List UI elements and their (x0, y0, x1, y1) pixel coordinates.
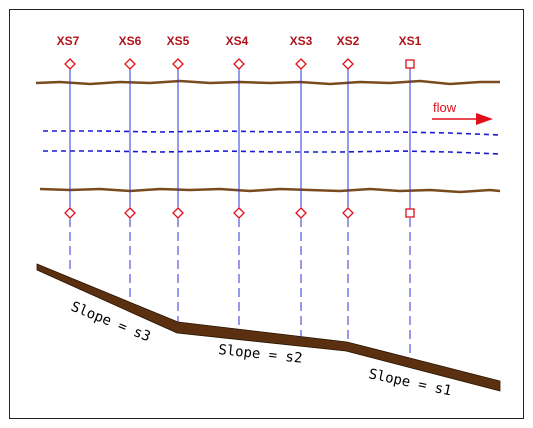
bottom-bank-line (39, 187, 501, 194)
xs1-top-marker (405, 59, 415, 69)
water-surface-line-1 (43, 130, 501, 136)
slope-label-s3: Slope = s3 (69, 299, 153, 345)
xs5-top-marker (172, 58, 184, 70)
xs6-bottom-marker (124, 207, 136, 219)
diagram-frame (9, 9, 524, 419)
xs7-label: XS7 (57, 34, 80, 48)
xs5-bottom-marker (172, 207, 184, 219)
xs4-label: XS4 (226, 34, 249, 48)
xs2-bottom-marker (342, 207, 354, 219)
xs7-bottom-marker (64, 207, 76, 219)
xs2-top-marker (342, 58, 354, 70)
xs6-top-marker (124, 58, 136, 70)
slope-label-s2: Slope = s2 (218, 342, 304, 367)
xs4-top-marker (233, 58, 245, 70)
cross-section-group: XS7 XS6 XS5 XS4 XS3 XS2 XS1 (57, 34, 422, 357)
flow-arrow-head (476, 113, 493, 125)
top-bank-line (35, 79, 500, 86)
xs1-bottom-marker (405, 208, 415, 218)
xs5-label: XS5 (167, 34, 190, 48)
water-surface-line-2 (43, 150, 501, 155)
xs3-label: XS3 (290, 34, 313, 48)
xs2-label: XS2 (337, 34, 360, 48)
xs7-top-marker (64, 58, 76, 70)
xs1-label: XS1 (399, 34, 422, 48)
xs3-top-marker (295, 58, 307, 70)
xs6-label: XS6 (119, 34, 142, 48)
flow-label: flow (433, 100, 457, 115)
xs4-bottom-marker (233, 207, 245, 219)
xs3-bottom-marker (295, 207, 307, 219)
riverbed-profile (36, 263, 501, 392)
